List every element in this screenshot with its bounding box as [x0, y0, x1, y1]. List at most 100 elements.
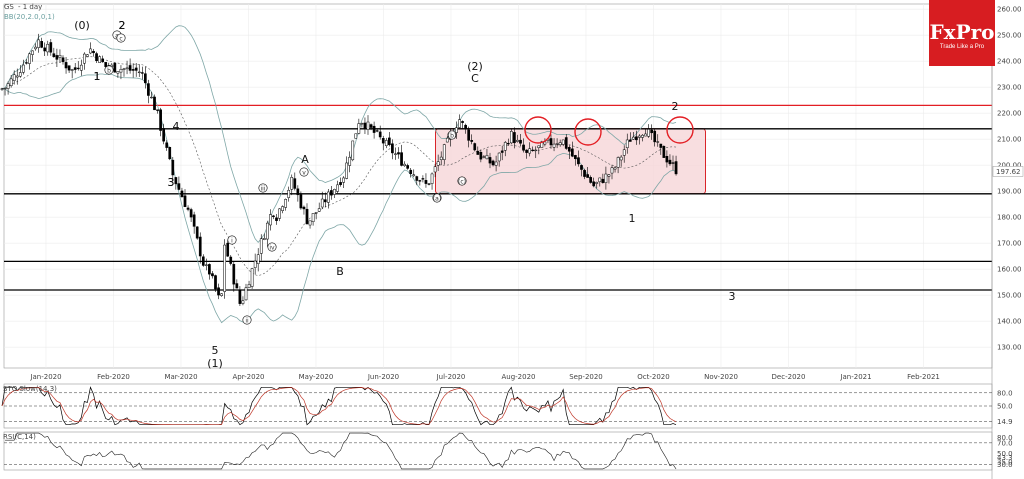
candle-body [275, 217, 278, 221]
candle-body [391, 143, 394, 154]
wave-label: b [107, 68, 111, 75]
wave-label: 2 [672, 100, 679, 113]
candle-body [342, 177, 345, 183]
wave-marker [432, 193, 442, 203]
candle-body [650, 129, 653, 134]
time-axis: Jan-2020 Feb-2020 Mar-2020 Apr-2020 May-2020… [29, 373, 939, 381]
wave-label: 1 [94, 70, 101, 83]
candle-body [409, 169, 413, 174]
wave-label: 3 [729, 290, 736, 303]
wave-label: 4 [173, 120, 180, 133]
sto-panel-label: STO Slow(14,3) [3, 385, 57, 393]
candle-body [79, 64, 83, 71]
candle-body [638, 135, 641, 138]
candle-body [58, 55, 62, 58]
rsi-panel: 80.070.0 50.043.335.030.0 [3, 431, 1013, 471]
candle-body [95, 53, 98, 62]
wave-label: ii [245, 318, 249, 325]
candle-body [458, 119, 461, 128]
horizontal-levels [4, 104, 992, 291]
candle-body [156, 109, 159, 111]
candle-body [537, 145, 541, 148]
brand-logo: FxPro Trade Like a Pro [929, 0, 995, 66]
wave-label: 1 [629, 212, 636, 225]
time-tick-label: Feb-2020 [97, 373, 130, 381]
candle-body [577, 157, 580, 165]
candle-body [238, 289, 242, 304]
candle-body [159, 109, 162, 131]
candle-body [394, 153, 397, 155]
candle-body [232, 264, 236, 285]
candle-body [131, 69, 135, 71]
candle-body [586, 174, 589, 178]
candle-body [455, 127, 458, 133]
candle-body [205, 264, 208, 266]
candle-body [104, 62, 108, 67]
wave-marker [116, 33, 126, 43]
wave-label: (c) [458, 179, 466, 186]
candle-body [430, 173, 434, 184]
rsi-level-label: 50.0 [997, 450, 1013, 458]
candle-body [46, 43, 50, 53]
candle-body [278, 208, 281, 219]
candle-body [412, 174, 416, 177]
candle-body [662, 145, 666, 158]
candle-body [198, 236, 202, 257]
candle-body [506, 142, 510, 145]
candle-body [558, 142, 562, 146]
indicator-label: BB(20,2.0,0,1) [4, 13, 55, 21]
candle-body [473, 143, 477, 151]
candle-body [162, 128, 166, 142]
candle-body [171, 159, 175, 176]
candle-body [534, 149, 538, 152]
candle-body [311, 213, 315, 222]
price-tick-label: 130.00 [997, 344, 1022, 352]
candle-body [43, 47, 47, 52]
wave-label: 2 [119, 19, 126, 32]
candle-body [25, 62, 28, 64]
candle-body [442, 144, 446, 160]
candle-body [153, 96, 156, 111]
wave-marker [447, 130, 457, 140]
candle-body [165, 142, 169, 148]
candle-body [98, 56, 101, 63]
candle-body [400, 152, 403, 166]
candle-body [418, 180, 422, 182]
candle-body [653, 130, 657, 143]
candle-body [363, 122, 367, 129]
candle-body [351, 140, 355, 161]
candle-body [491, 160, 495, 166]
candle-body [37, 39, 40, 48]
candle-body [604, 173, 608, 183]
time-tick-label: Sep-2020 [569, 373, 603, 381]
candle-body [628, 139, 632, 142]
price-tick-label: 220.00 [997, 110, 1022, 118]
candle-body [18, 72, 22, 77]
wave-label: B [336, 265, 344, 278]
wave-label: (a) [433, 196, 441, 203]
candle-body [522, 144, 525, 151]
candle-body [195, 226, 199, 239]
price-tick-label: 150.00 [997, 292, 1022, 300]
candle-body [433, 166, 437, 173]
candle-body [290, 177, 294, 190]
wave-label: iv [269, 245, 275, 252]
wave-label: (2) [467, 60, 483, 73]
candle-body [436, 161, 440, 166]
candle-body [421, 178, 425, 180]
sto-k-line [1, 386, 677, 426]
candle-body [226, 242, 230, 257]
candle-body [186, 207, 190, 210]
price-tick-label: 260.00 [997, 6, 1022, 14]
candle-body [540, 141, 544, 148]
candle-body [168, 146, 172, 160]
candle-body [116, 71, 120, 74]
candle-body [531, 149, 535, 152]
bb-middle [1, 56, 677, 276]
wave-labels: (0)21345(1)ABC(2)213abciiiiiiivv(a)(b)(c… [74, 19, 735, 370]
rsi-frame [3, 431, 993, 471]
price-tick-label: 250.00 [997, 32, 1022, 40]
candle-body [500, 150, 504, 153]
time-tick-label: Aug-2020 [501, 373, 535, 381]
candle-body [494, 161, 498, 166]
